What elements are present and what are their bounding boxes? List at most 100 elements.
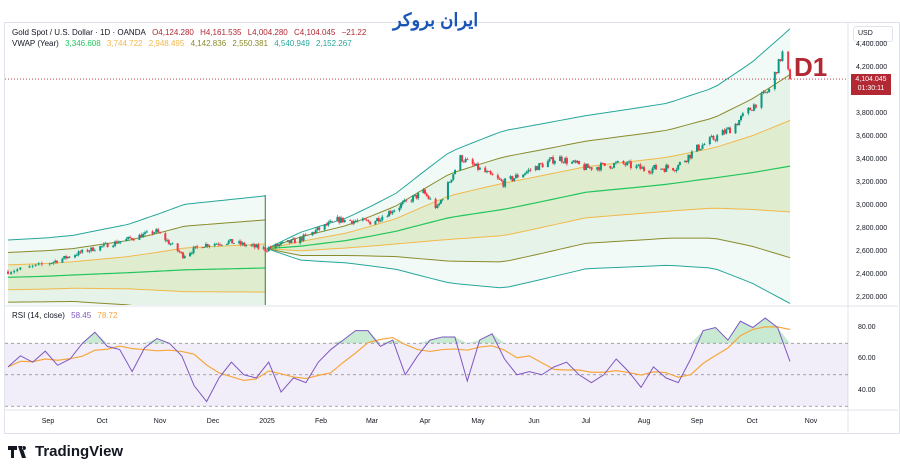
rsi-label[interactable]: RSI (14, close) xyxy=(12,311,65,320)
candle-body xyxy=(684,160,687,163)
timeframe-annotation: D1 xyxy=(794,52,828,82)
candle-body xyxy=(514,174,517,179)
candle-body xyxy=(475,163,478,166)
candle-body xyxy=(637,164,640,166)
time-axis-label: Oct xyxy=(746,418,758,425)
candle-body xyxy=(660,168,663,170)
change-value: −21.22 xyxy=(341,28,367,37)
rsi-axis-label: 60.00 xyxy=(858,355,876,362)
candle-body xyxy=(541,163,544,168)
currency-button[interactable]: USD xyxy=(853,26,893,42)
candle-body xyxy=(99,246,102,251)
candle-body xyxy=(586,164,589,168)
candle-body xyxy=(484,167,487,173)
vwap-band-line xyxy=(266,248,791,304)
candle-body xyxy=(349,219,352,221)
candle-body xyxy=(194,246,197,248)
candle-body xyxy=(201,247,204,249)
chart-frame[interactable] xyxy=(4,22,900,434)
candle-body xyxy=(690,151,693,159)
candle-body xyxy=(661,168,664,170)
price-axis-label: 2,600.000 xyxy=(856,248,888,255)
candle-body xyxy=(550,157,553,159)
candle-body xyxy=(388,211,391,217)
candle-body xyxy=(252,244,255,246)
time-axis-label: Aug xyxy=(637,418,651,425)
vwap-value: 3,346.608 xyxy=(65,39,101,48)
candle-body xyxy=(590,167,593,170)
price-axis-label: 2,800.000 xyxy=(856,225,888,232)
candle-body xyxy=(538,163,541,171)
candle-body xyxy=(117,242,120,244)
candle-body xyxy=(127,236,130,239)
candle-body xyxy=(614,162,617,164)
candle-body xyxy=(562,162,565,163)
candle-body xyxy=(716,135,719,141)
candle-body xyxy=(50,263,53,264)
time-axis-label: Mar xyxy=(365,418,379,425)
candle-body xyxy=(596,167,599,170)
candle-body xyxy=(279,242,282,245)
candle-body xyxy=(424,189,426,194)
candle-body xyxy=(304,234,307,236)
candle-body xyxy=(253,244,256,248)
candle-body xyxy=(181,252,184,259)
candle-body xyxy=(398,207,401,211)
candle-body xyxy=(192,247,195,254)
candle-body xyxy=(217,243,220,245)
candle-body xyxy=(462,161,465,163)
candle-body xyxy=(548,158,551,162)
rsi-line xyxy=(7,317,791,403)
candle-body xyxy=(218,244,221,246)
candle-body xyxy=(125,238,128,242)
candle-body xyxy=(710,135,713,138)
candle-body xyxy=(281,241,284,243)
candle-body xyxy=(677,164,680,170)
vwap-band-line xyxy=(266,28,791,249)
candle-body xyxy=(155,229,158,233)
candle-body xyxy=(641,167,644,169)
symbol-title[interactable]: Gold Spot / U.S. Dollar · 1D · OANDA xyxy=(12,28,146,37)
candle-body xyxy=(7,271,9,274)
candle-body xyxy=(417,193,420,199)
candle-body xyxy=(220,244,223,246)
candle-body xyxy=(81,249,84,253)
candle-body xyxy=(764,91,767,93)
candle-body xyxy=(290,239,293,243)
candle-body xyxy=(203,247,206,248)
candle-body xyxy=(727,127,730,129)
bar-countdown: 01:30:11 xyxy=(857,85,885,92)
candle-body xyxy=(267,247,270,252)
price-axis-label: 2,400.000 xyxy=(856,271,888,278)
candle-body xyxy=(576,160,579,163)
candle-body xyxy=(725,128,728,134)
candle-body xyxy=(31,265,34,267)
candle-body xyxy=(649,172,652,174)
candle-body xyxy=(167,240,170,245)
candle-body xyxy=(77,251,80,256)
candle-body xyxy=(56,260,58,263)
candle-body xyxy=(338,216,341,223)
candle-body xyxy=(178,250,181,253)
candle-body xyxy=(578,160,581,165)
candle-body xyxy=(229,239,232,241)
price-pane xyxy=(7,28,792,305)
candle-body xyxy=(448,182,451,183)
candle-body xyxy=(565,158,568,164)
candle-body xyxy=(523,173,526,175)
candle-body xyxy=(405,199,408,201)
candle-body xyxy=(572,160,575,162)
candle-body xyxy=(350,220,353,224)
candle-body xyxy=(129,236,132,239)
candle-body xyxy=(721,130,724,136)
candle-body xyxy=(665,165,668,172)
tradingview-brand[interactable]: TradingView xyxy=(8,443,123,460)
candle-body xyxy=(325,224,328,226)
candle-body xyxy=(441,199,444,201)
candle-body xyxy=(54,260,57,263)
candle-body xyxy=(356,220,359,222)
vwap-upper3-value: 4,540.949 xyxy=(274,39,310,48)
vwap-label[interactable]: VWAP (Year) xyxy=(12,39,59,48)
candle-body xyxy=(16,269,19,272)
